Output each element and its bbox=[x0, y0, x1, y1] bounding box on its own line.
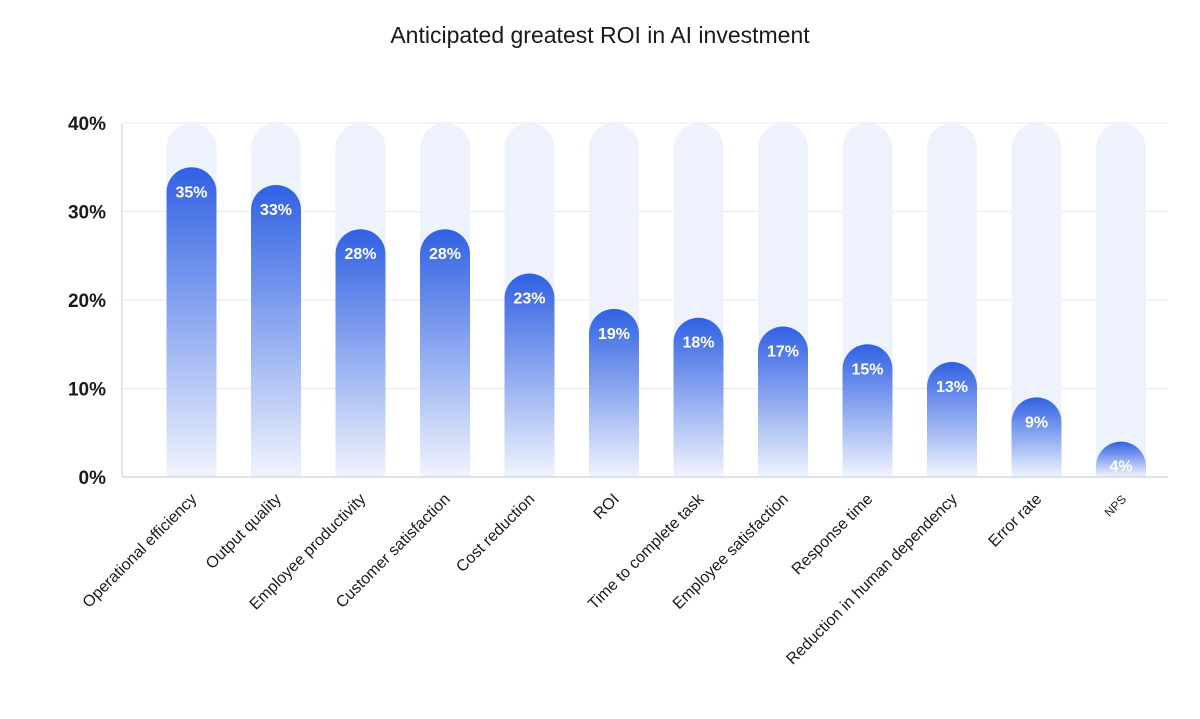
x-tick-label: Operational efficiency bbox=[80, 491, 201, 612]
data-label: 18% bbox=[682, 335, 714, 352]
bar-track bbox=[1096, 123, 1146, 477]
bar bbox=[166, 167, 217, 477]
bar bbox=[251, 184, 301, 477]
y-tick-label: 10% bbox=[68, 380, 106, 401]
chart-title: Anticipated greatest ROI in AI investmen… bbox=[390, 22, 810, 48]
data-label: 13% bbox=[936, 379, 968, 396]
bar bbox=[842, 344, 893, 477]
data-labels: 35% 33% 28% 28% 23% 19% 18% 17% 15% 13% 9% 4% bbox=[175, 184, 1132, 475]
x-tick-label: Error rate bbox=[986, 491, 1046, 551]
y-tick-label: 0% bbox=[79, 468, 107, 489]
bars bbox=[166, 167, 1146, 477]
bar bbox=[420, 229, 470, 477]
x-tick-label: ROI bbox=[591, 491, 623, 523]
bar bbox=[758, 326, 808, 477]
bar bbox=[927, 361, 977, 477]
bar bbox=[1011, 397, 1062, 477]
data-label: 23% bbox=[513, 290, 545, 307]
x-tick-label: Output quality bbox=[203, 491, 285, 573]
x-tick-label: Response time bbox=[789, 491, 877, 579]
y-tick-label: 30% bbox=[68, 203, 106, 224]
x-tick-label: Reduction in human dependency bbox=[783, 491, 960, 668]
x-tick-label: NPS bbox=[1102, 492, 1129, 519]
data-label: 35% bbox=[175, 184, 207, 201]
x-axis: Operational efficiency Output qualityEmpl… bbox=[80, 476, 1168, 668]
bar bbox=[504, 273, 555, 477]
data-label: 28% bbox=[344, 246, 376, 263]
y-tick-label: 20% bbox=[68, 291, 106, 312]
data-label: 28% bbox=[429, 246, 461, 263]
data-label: 17% bbox=[767, 344, 799, 361]
bar bbox=[335, 229, 386, 477]
bar bbox=[673, 317, 724, 477]
y-tick-label: 40% bbox=[68, 114, 106, 135]
data-label: 15% bbox=[851, 361, 883, 378]
data-label: 4% bbox=[1109, 459, 1132, 476]
bar-track bbox=[1011, 123, 1062, 477]
data-label: 33% bbox=[260, 202, 292, 219]
data-label: 19% bbox=[598, 326, 630, 343]
data-label: 9% bbox=[1025, 414, 1048, 431]
y-axis: 0% 10% 20% 30% 40% bbox=[68, 114, 123, 489]
bar bbox=[589, 308, 639, 477]
x-tick-label: Cost reduction bbox=[453, 491, 538, 576]
bar bbox=[1096, 441, 1146, 477]
